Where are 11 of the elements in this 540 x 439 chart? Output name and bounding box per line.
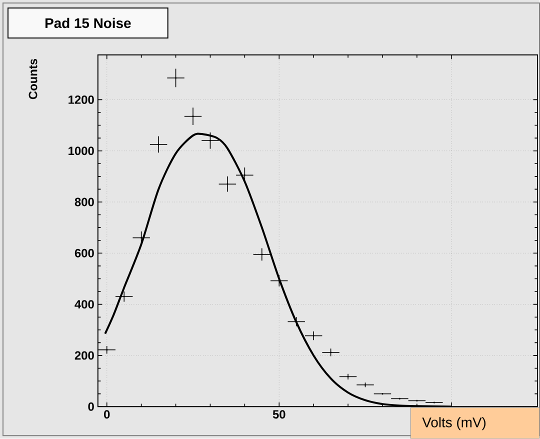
y-tick-label: 1200 [68, 96, 94, 104]
y-tick-label: 0 [88, 402, 94, 411]
y-tick-label: 400 [74, 300, 94, 309]
y-tick-label: 800 [74, 198, 94, 206]
y-tick-label: 1000 [68, 146, 94, 156]
y-tick-label: 600 [74, 249, 94, 258]
y-tick-label: 200 [74, 351, 94, 360]
x-axis-title: Volts (mV) [422, 417, 486, 430]
x-tick-label: 50 [272, 410, 286, 419]
y-axis-title: Counts [28, 59, 38, 100]
chart-title: Pad 15 Noise [45, 18, 131, 28]
